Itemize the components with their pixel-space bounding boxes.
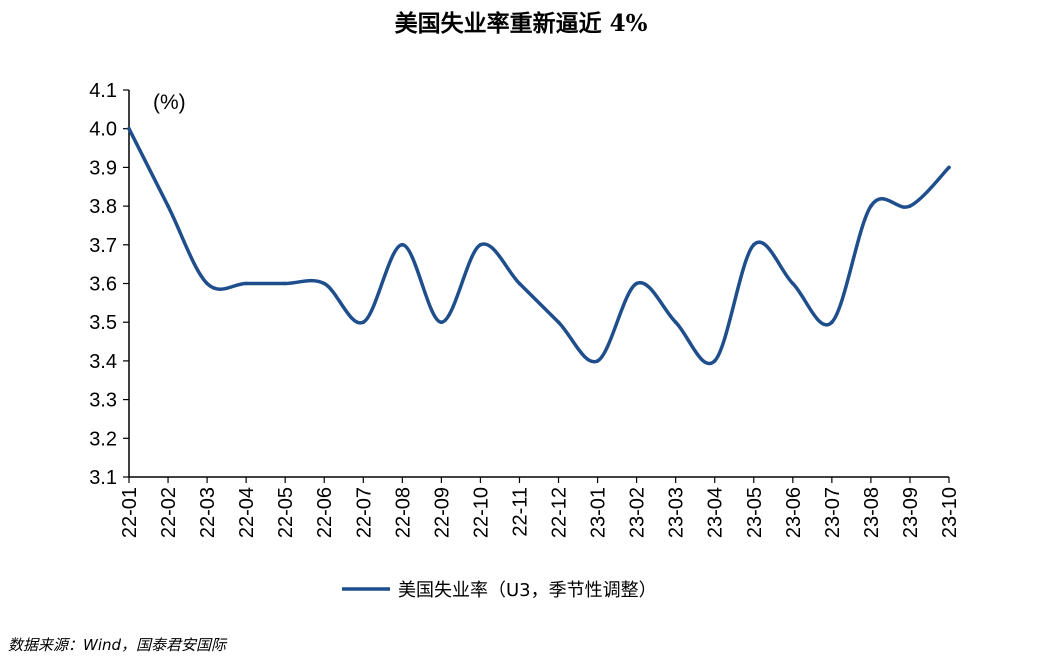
x-axis: 22-01 22-02 22-03 22-04 22-05 22-06 22-07 22-08…: [119, 476, 961, 538]
x-tick-label: 23-05: [744, 487, 766, 538]
x-tick-label: 23-08: [861, 487, 883, 538]
x-tick-label: 22-01: [119, 487, 141, 538]
x-tick-label: 23-04: [705, 487, 727, 538]
data-point: [869, 204, 873, 208]
data-point: [205, 281, 209, 286]
y-tick-label: 3.7: [89, 235, 117, 257]
x-tick-label: 23-07: [822, 487, 844, 538]
data-point: [400, 243, 405, 247]
x-tick-label: 22-06: [314, 487, 336, 538]
x-tick-label: 23-02: [627, 487, 649, 538]
series-line: [127, 126, 951, 366]
data-point: [673, 320, 678, 325]
unit-label: (%): [153, 91, 186, 114]
data-point: [908, 204, 912, 208]
y-tick-label: 3.8: [89, 196, 117, 218]
y-tick-label: 3.6: [89, 274, 117, 296]
x-tick-label: 22-11: [509, 487, 531, 537]
data-point: [166, 204, 170, 208]
data-point: [595, 359, 600, 363]
legend: 美国失业率（U3，季节性调整）: [342, 580, 657, 601]
y-tick-label: 3.2: [89, 428, 117, 450]
y-tick-label: 4.1: [89, 80, 117, 102]
source-note: 数据来源：Wind，国泰君安国际: [8, 636, 227, 654]
y-tick-label: 3.9: [89, 157, 117, 179]
x-tick-label: 22-05: [275, 487, 297, 538]
chart-title: 美国失业率重新逼近 4%: [394, 10, 648, 37]
legend-label: 美国失业率（U3，季节性调整）: [398, 580, 657, 601]
y-tick-label: 3.4: [89, 351, 117, 373]
x-tick-label: 23-09: [900, 487, 922, 538]
x-tick-label: 22-02: [158, 487, 180, 538]
x-tick-label: 22-12: [549, 487, 571, 538]
data-point: [439, 320, 444, 325]
x-tick-label: 22-03: [197, 487, 219, 538]
y-tick-label: 4.0: [89, 119, 117, 141]
y-axis: 4.1 4.0 3.9 3.8 3.7 3.6 3.5 3.4 3.3 3.2 3.1: [89, 80, 130, 489]
data-point: [634, 281, 639, 286]
data-point: [361, 320, 366, 325]
x-tick-label: 23-03: [666, 487, 688, 538]
y-tick-label: 3.5: [89, 312, 117, 334]
x-tick-label: 22-04: [236, 487, 258, 538]
y-tick-label: 3.1: [89, 467, 117, 489]
x-tick-label: 23-06: [783, 487, 805, 538]
data-point: [478, 243, 483, 247]
y-tick-label: 3.3: [89, 390, 117, 412]
data-point: [830, 320, 834, 325]
x-tick-label: 22-09: [431, 487, 453, 538]
data-point: [322, 281, 327, 286]
data-point: [283, 281, 287, 286]
data-point: [751, 243, 756, 247]
data-point: [712, 359, 717, 363]
x-tick-label: 23-01: [588, 487, 610, 538]
data-point: [517, 281, 522, 286]
data-point: [244, 281, 248, 286]
x-tick-label: 22-07: [353, 487, 375, 538]
data-point: [556, 320, 561, 325]
data-point: [791, 281, 795, 286]
x-tick-label: 22-08: [392, 487, 414, 538]
x-tick-label: 23-10: [939, 487, 961, 538]
x-tick-label: 22-10: [470, 487, 492, 538]
data-point: [127, 126, 131, 131]
data-point: [947, 165, 951, 170]
series-group: [127, 126, 951, 366]
